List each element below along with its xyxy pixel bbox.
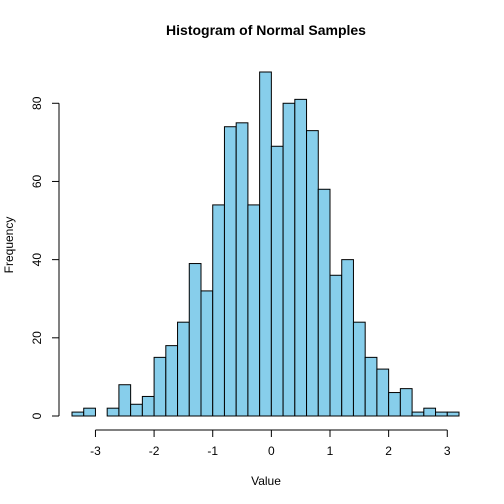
- y-tick-label: 40: [30, 253, 44, 267]
- histogram-bar: [130, 403, 143, 417]
- histogram-bar: [376, 368, 390, 417]
- histogram-bar: [306, 130, 319, 417]
- histogram-bar: [83, 407, 96, 417]
- y-tick-label: 20: [30, 331, 44, 345]
- histogram-bar: [352, 321, 366, 417]
- y-tick-label: 80: [30, 96, 44, 110]
- x-axis-label: Value: [251, 474, 281, 488]
- histogram-bar: [435, 411, 448, 417]
- histogram-bar: [247, 204, 261, 417]
- histogram-bar: [399, 388, 413, 417]
- histogram-bar: [270, 145, 284, 417]
- bars-group: [71, 71, 460, 417]
- histogram-bar: [329, 274, 343, 417]
- histogram-bar: [259, 71, 272, 417]
- x-tick-label: 2: [385, 444, 392, 458]
- histogram-bar: [294, 98, 308, 417]
- histogram-bar: [200, 290, 214, 417]
- histogram-bar: [446, 411, 460, 417]
- histogram-bar: [71, 411, 85, 417]
- histogram-bar: [317, 188, 331, 417]
- x-tick-label: -1: [207, 444, 218, 458]
- y-axis-label: Frequency: [2, 217, 16, 274]
- y-axis: 0 20 40 60 80: [30, 96, 60, 419]
- histogram-bar: [364, 356, 378, 417]
- chart-title: Histogram of Normal Samples: [166, 22, 366, 38]
- x-axis: -3 -2 -1 0 1 2 3: [90, 429, 451, 458]
- y-tick-label: 60: [30, 174, 44, 188]
- histogram-bar: [177, 321, 190, 417]
- histogram-bar: [411, 411, 425, 417]
- x-tick-label: 0: [268, 444, 275, 458]
- histogram-bar: [141, 395, 155, 417]
- histogram-bar: [212, 204, 225, 417]
- x-tick-label: -2: [149, 444, 160, 458]
- histogram-bar: [423, 407, 437, 417]
- histogram-bar: [341, 259, 354, 417]
- histogram-bar: [165, 345, 179, 417]
- histogram-bar: [118, 384, 132, 417]
- histogram-bar: [223, 126, 237, 417]
- histogram-bar: [235, 122, 249, 417]
- histogram-bar: [106, 407, 120, 417]
- histogram-bar: [282, 102, 296, 417]
- y-tick-label: 0: [30, 412, 44, 419]
- histogram-bar: [153, 356, 167, 417]
- x-tick-label: 1: [327, 444, 334, 458]
- x-tick-label: 3: [444, 444, 451, 458]
- histogram-bar: [388, 392, 401, 417]
- x-tick-label: -3: [90, 444, 101, 458]
- histogram-bar: [188, 263, 202, 417]
